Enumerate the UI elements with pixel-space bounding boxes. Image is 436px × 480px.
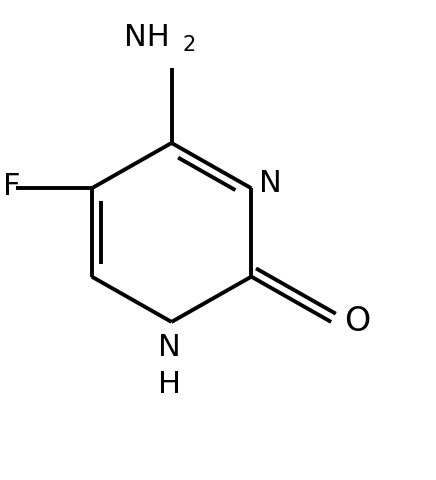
Text: N: N: [158, 333, 181, 362]
Text: H: H: [158, 370, 181, 399]
Text: NH: NH: [124, 23, 170, 52]
Text: N: N: [259, 169, 282, 198]
Text: F: F: [3, 171, 21, 201]
Text: O: O: [344, 305, 370, 338]
Text: 2: 2: [182, 35, 196, 55]
